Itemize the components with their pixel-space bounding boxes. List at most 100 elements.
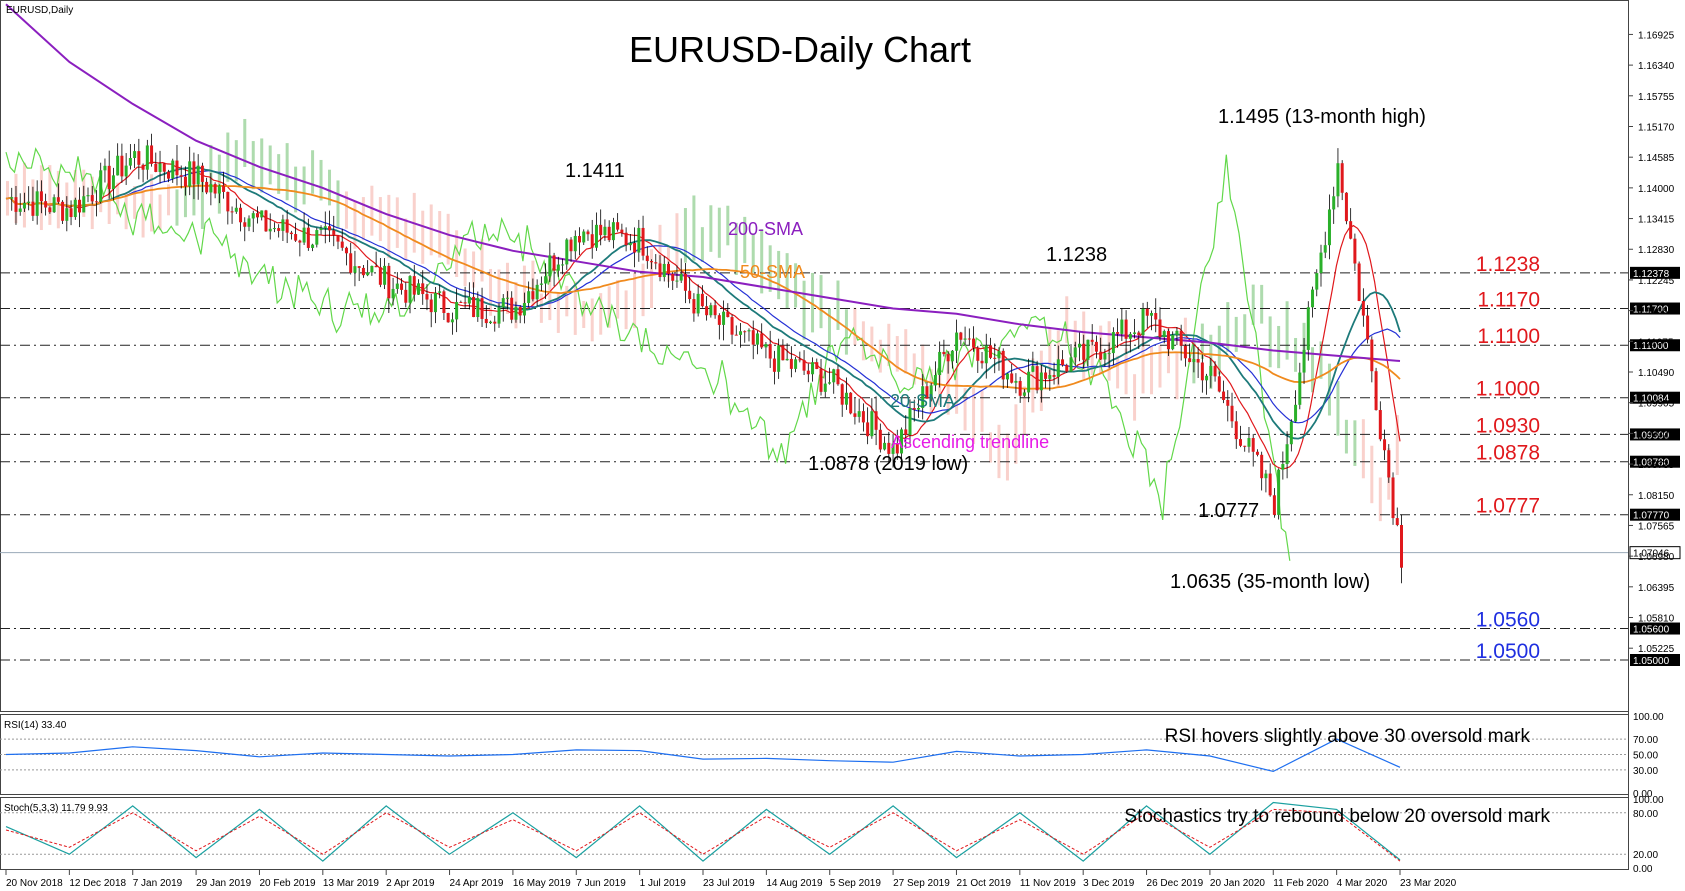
candle-body [658,263,662,278]
candle-body [145,145,149,170]
candle-body [213,184,217,194]
candle-body [61,201,65,221]
candle-body [1361,300,1365,316]
last-price-label: 1.07046 [1633,549,1670,560]
candle-body [192,161,196,185]
candle-body [1175,330,1179,335]
level-axis-box [1630,391,1680,404]
level-label: 1.1238 [1476,253,1540,276]
cloud-segment [717,207,721,258]
candle-body [1111,332,1115,354]
candle-body [344,247,348,254]
candle-body [777,345,781,372]
candle-body [717,315,721,325]
candle-body [1272,495,1276,515]
candle-body [48,207,52,213]
level-label: 1.0878 [1476,442,1540,465]
cloud-segment [955,368,959,414]
level-label: 1.1100 [1477,325,1540,348]
candle-body [645,255,649,262]
cloud-segment [1175,353,1179,400]
candle-body [1192,358,1196,363]
level-axis-label: 1.11000 [1633,341,1669,352]
candle-body [357,266,361,268]
candle-body [260,210,264,218]
candle-body [989,345,993,358]
candle-body [1391,477,1395,519]
candle-body [726,311,730,318]
date-tick-label: 4 Mar 2020 [1337,878,1388,889]
cloud-segment [1150,346,1154,395]
cloud-segment [870,326,874,362]
cloud-segment [785,253,789,309]
candle-body [239,207,243,223]
date-tick-label: 5 Sep 2019 [830,878,882,889]
candle-body [794,359,798,369]
candle-body [908,407,912,436]
candle-body [1162,331,1166,337]
candle-body [1209,365,1213,376]
cloud-segment [616,280,620,319]
cloud-segment [1234,316,1238,352]
candle-body [336,235,340,242]
cloud-segment [565,285,569,317]
cloud-segment [794,263,798,308]
candle-body [747,330,751,332]
level-label: 1.0930 [1476,414,1540,437]
candle-body [624,232,628,246]
cloud-segment [489,268,493,316]
level-label: 1.0777 [1476,495,1540,518]
candle-body [891,443,895,454]
candle-body [844,392,848,405]
candle-body [400,283,404,290]
candle-body [412,276,416,295]
candle-body [171,160,175,179]
price-tick-label: 1.09320 [1638,429,1675,440]
candle-body [18,208,22,212]
cloud-segment [904,329,908,374]
candle-body [607,226,611,241]
price-tick-label: 1.15170 [1638,122,1675,133]
price-tick-label: 1.06395 [1638,583,1675,594]
candle-body [815,362,819,370]
candle-body [1268,473,1272,496]
candle-body [230,211,234,213]
candle-body [1217,376,1221,392]
stoch-label: Stoch(5,3,3) 11.79 9.93 [4,803,108,814]
candle-body [150,145,154,164]
candle-body [1332,196,1336,210]
cloud-segment [353,201,357,249]
candle-body [226,191,230,212]
cloud-segment [878,339,882,373]
candle-body [315,230,319,245]
cloud-segment [395,197,399,248]
candle-body [895,443,899,454]
candle-body [1247,438,1251,447]
candle-body [1336,163,1340,197]
candle-body [590,234,594,248]
candle-body [65,208,69,221]
candle-body [527,291,531,304]
cloud-segment [726,205,730,246]
price-tick-label: 1.13415 [1638,215,1675,226]
candle-body [328,226,332,231]
cloud-segment [709,205,713,252]
cloud-segment [294,166,298,213]
candle-body [255,213,259,218]
level-label: 1.1170 [1477,289,1540,312]
candle-body [243,222,247,227]
candle-body [912,407,916,410]
candle-body [997,350,1001,359]
cloud-segment [921,344,925,386]
date-tick-label: 3 Dec 2019 [1083,878,1135,889]
cloud-segment [378,197,382,242]
candle-body [1302,349,1306,373]
candle-body [811,362,815,375]
candle-body [476,298,480,318]
candle-body [594,224,598,248]
candle-body [1383,439,1387,451]
candle-body [539,283,543,285]
candle-body [268,228,272,232]
candle-body [1022,392,1026,396]
candle-body [387,265,391,299]
